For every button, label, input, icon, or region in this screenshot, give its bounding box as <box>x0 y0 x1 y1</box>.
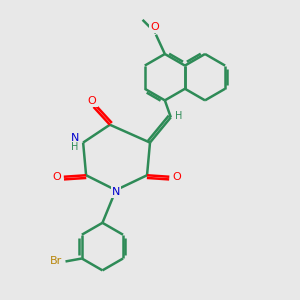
Text: O: O <box>88 96 96 106</box>
Text: O: O <box>172 172 181 182</box>
Text: H: H <box>176 111 183 121</box>
Text: Br: Br <box>50 256 62 266</box>
Text: N: N <box>112 187 120 196</box>
Text: H: H <box>71 142 79 152</box>
Text: N: N <box>70 133 79 143</box>
Text: O: O <box>150 22 159 32</box>
Text: O: O <box>52 172 61 182</box>
